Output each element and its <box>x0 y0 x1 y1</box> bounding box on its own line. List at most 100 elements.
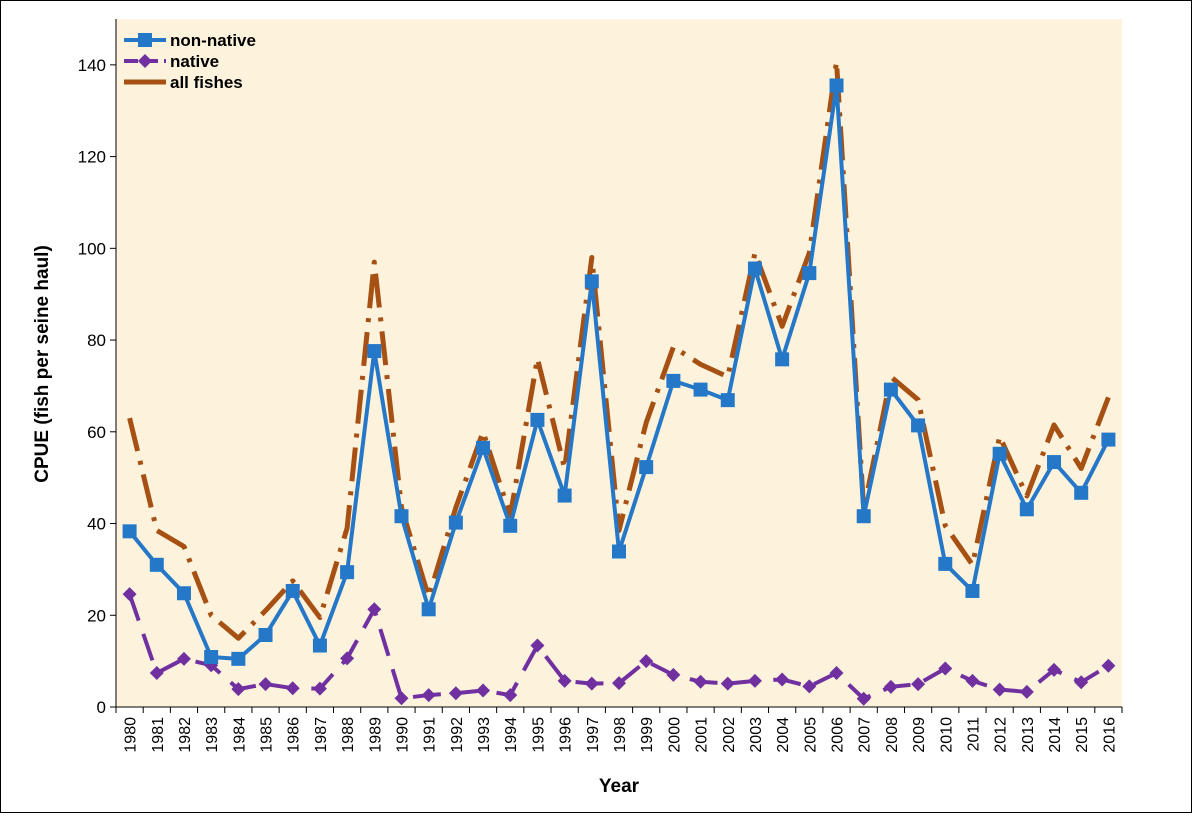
point <box>530 412 545 427</box>
point <box>1047 662 1062 677</box>
point <box>285 583 300 598</box>
point <box>829 78 844 93</box>
x-tick-label: 2002 <box>721 717 738 753</box>
point <box>1101 432 1116 447</box>
point <box>639 654 654 669</box>
point <box>448 515 463 530</box>
x-tick-label: 2009 <box>911 717 928 753</box>
legend-marker <box>138 33 152 47</box>
x-tick-label: 2016 <box>1101 717 1118 753</box>
x-tick-label: 2007 <box>857 717 874 753</box>
point <box>775 352 790 367</box>
point <box>448 686 463 701</box>
point <box>992 682 1007 697</box>
point <box>693 382 708 397</box>
x-tick-label: 1980 <box>123 717 140 753</box>
point <box>231 682 246 697</box>
point <box>720 393 735 408</box>
x-tick-label: 1995 <box>530 717 547 753</box>
series-line <box>127 59 1111 641</box>
point <box>530 638 545 653</box>
x-tick-label: 1990 <box>394 717 411 753</box>
point <box>720 676 735 691</box>
y-axis-label: CPUE (fish per seine haul) <box>32 245 53 483</box>
point <box>503 518 518 533</box>
y-tick-label: 40 <box>87 515 106 534</box>
x-tick-label: 1983 <box>204 717 221 753</box>
y-tick-label: 120 <box>78 148 106 167</box>
x-tick-label: 2006 <box>830 717 847 753</box>
point <box>258 677 273 692</box>
point <box>1019 502 1034 517</box>
x-tick-label: 1993 <box>476 717 493 753</box>
point <box>394 509 409 524</box>
y-tick-label: 80 <box>87 331 106 350</box>
point <box>258 627 273 642</box>
x-tick-label: 1998 <box>612 717 629 753</box>
y-tick-label: 60 <box>87 423 106 442</box>
x-tick-label: 1994 <box>503 717 520 753</box>
point <box>911 677 926 692</box>
x-tick-label: 1997 <box>585 717 602 753</box>
point <box>557 673 572 688</box>
point <box>394 691 409 706</box>
point <box>476 683 491 698</box>
x-tick-label: 2010 <box>938 717 955 753</box>
point <box>639 460 654 475</box>
point <box>883 679 898 694</box>
x-tick-label: 1999 <box>639 717 656 753</box>
point <box>747 261 762 276</box>
x-tick-label: 1992 <box>449 717 466 753</box>
point <box>231 651 246 666</box>
point <box>340 651 355 666</box>
y-tick-label: 100 <box>78 239 106 258</box>
x-tick-label: 2014 <box>1047 717 1064 753</box>
x-tick-label: 2000 <box>666 717 683 753</box>
x-tick-label: 1985 <box>259 717 276 753</box>
point <box>312 681 327 696</box>
point <box>802 679 817 694</box>
point <box>367 344 382 359</box>
point <box>1074 675 1089 690</box>
x-axis-label: Year <box>599 776 640 797</box>
point <box>1047 455 1062 470</box>
point <box>992 446 1007 461</box>
point <box>802 266 817 281</box>
x-tick-label: 1996 <box>558 717 575 753</box>
point <box>122 587 137 602</box>
x-tick-label: 1989 <box>367 717 384 753</box>
point <box>856 509 871 524</box>
y-tick-label: 20 <box>87 606 106 625</box>
point <box>340 565 355 580</box>
point <box>421 602 436 617</box>
point <box>285 681 300 696</box>
legend-label: all fishes <box>170 73 243 92</box>
point <box>938 556 953 571</box>
point <box>421 688 436 703</box>
point <box>476 440 491 455</box>
point <box>176 651 191 666</box>
point <box>122 524 137 539</box>
point <box>149 666 164 681</box>
point <box>829 666 844 681</box>
x-tick-label: 2011 <box>965 717 982 752</box>
point <box>503 688 518 703</box>
point <box>1074 485 1089 500</box>
x-tick-label: 2003 <box>748 717 765 753</box>
point <box>1101 658 1116 673</box>
point <box>775 672 790 687</box>
legend-marker <box>138 54 152 68</box>
x-tick-label: 2008 <box>884 717 901 753</box>
point <box>557 488 572 503</box>
x-tick-label: 1991 <box>422 717 439 753</box>
x-tick-label: 2012 <box>993 717 1010 753</box>
point <box>693 674 708 689</box>
x-tick-label: 1988 <box>340 717 357 753</box>
point <box>856 691 871 706</box>
plot-area <box>116 19 1122 707</box>
x-tick-label: 2005 <box>802 717 819 753</box>
point <box>204 650 219 665</box>
point <box>965 583 980 598</box>
point <box>612 676 626 691</box>
